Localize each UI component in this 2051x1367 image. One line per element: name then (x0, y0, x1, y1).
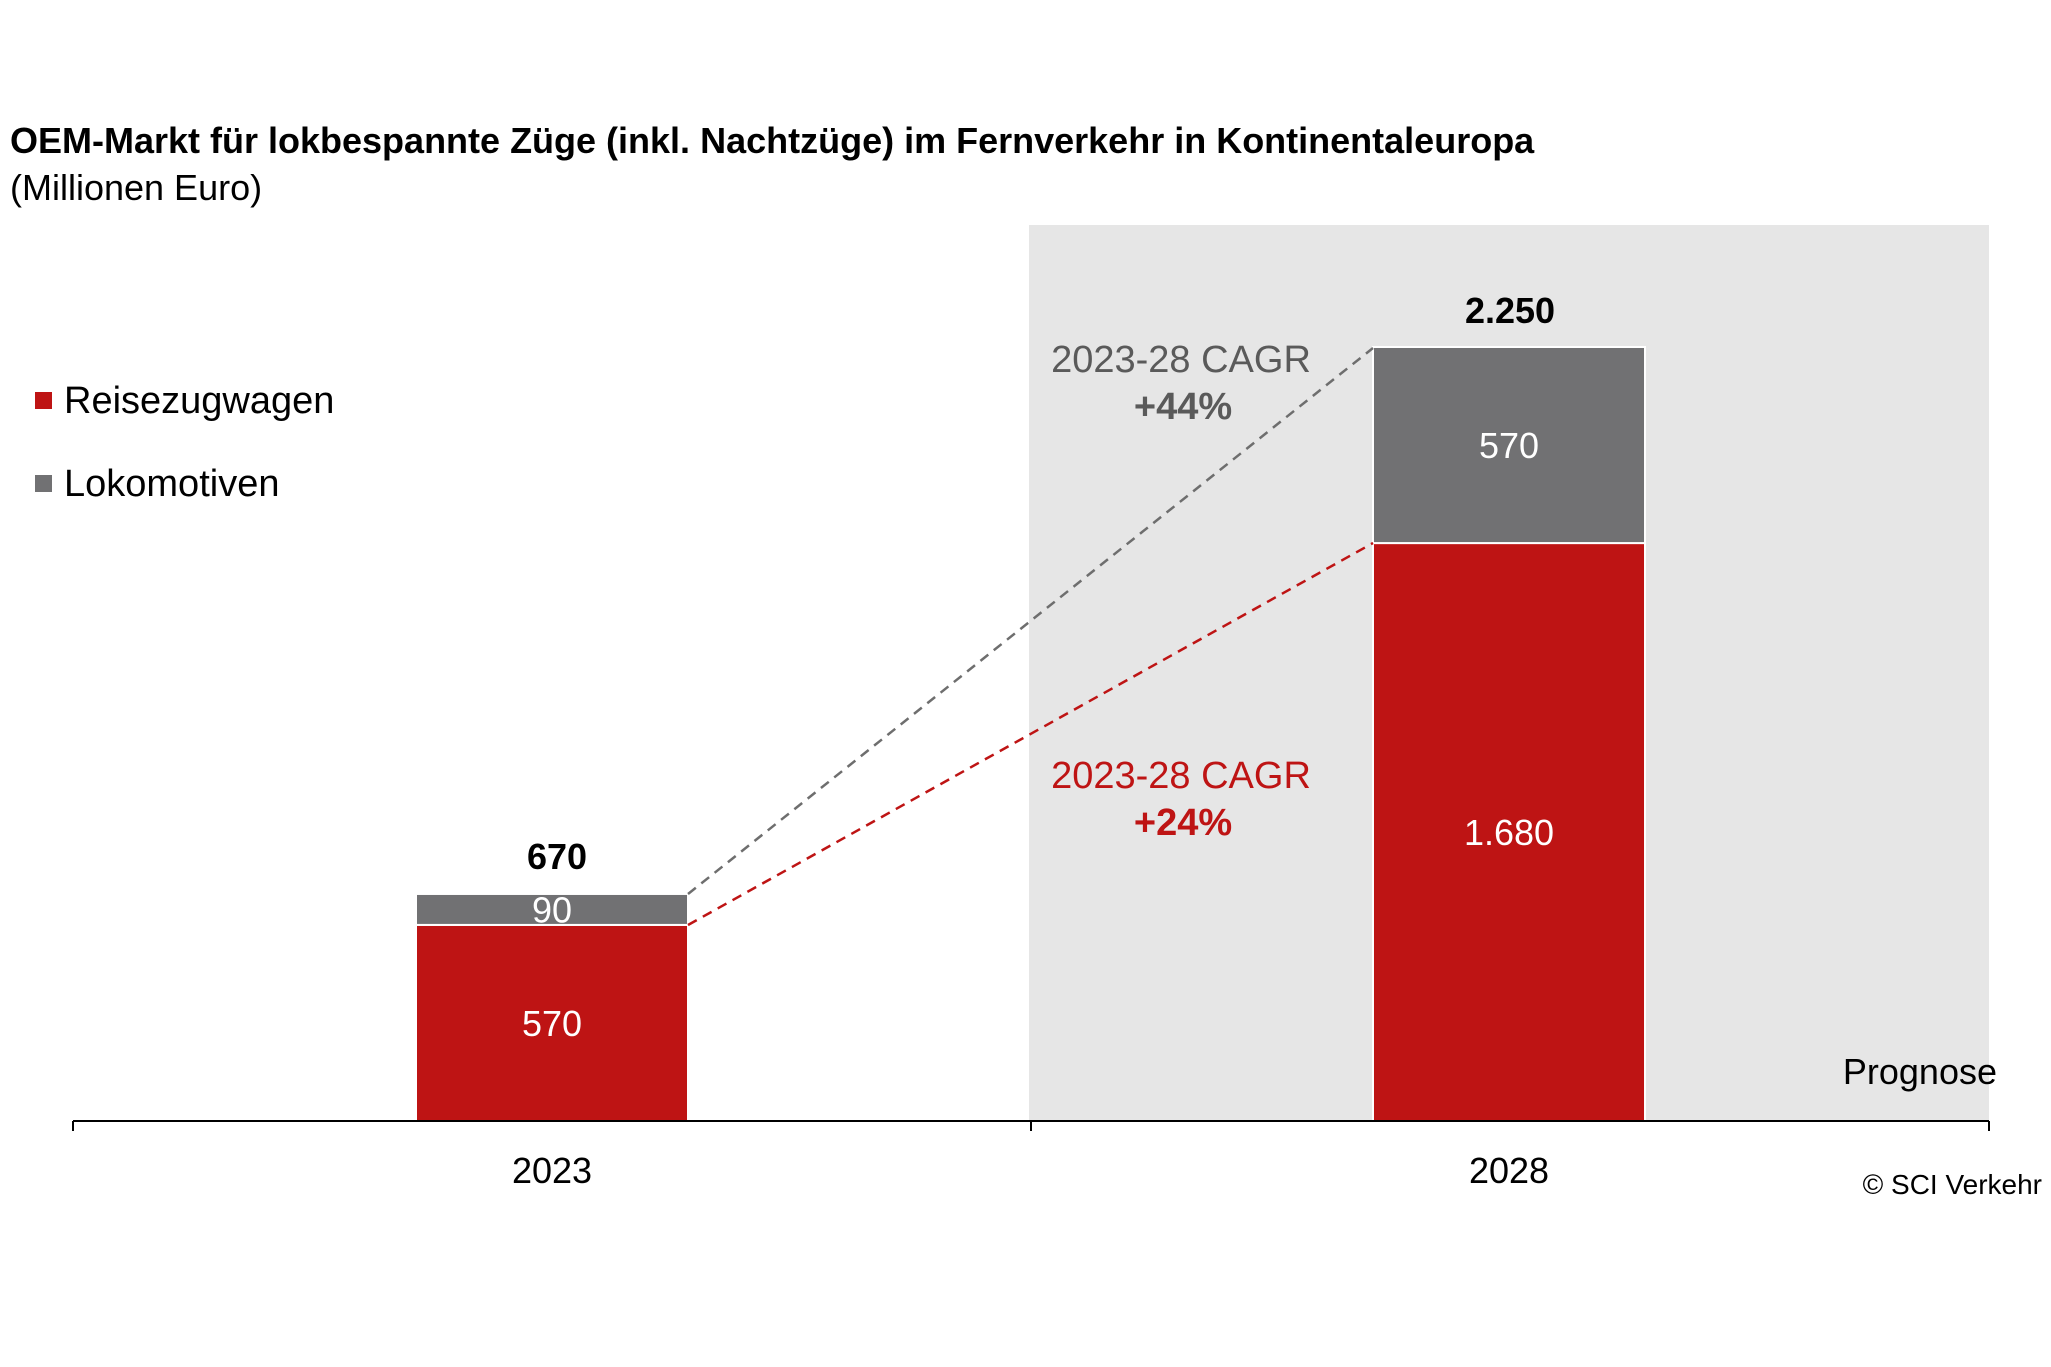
bar-lokomotiven-2028 (1372, 346, 1646, 545)
x-tick-label-2023: 2023 (512, 1150, 592, 1191)
value-label-reisezugwagen-2023: 570 (522, 1003, 582, 1044)
value-label-lokomotiven-2028: 570 (1479, 425, 1539, 466)
legend-label-lokomotiven: Lokomotiven (64, 463, 279, 505)
cagr-label-reisezugwagen: 2023-28 CAGR (1051, 755, 1311, 797)
forecast-label: Prognose (1843, 1051, 1997, 1092)
bar-reisezugwagen-2023 (415, 923, 689, 1122)
bar-reisezugwagen-2028 (1372, 542, 1646, 1122)
chart-subtitle: (Millionen Euro) (10, 167, 262, 208)
value-label-lokomotiven-2023: 90 (532, 889, 572, 930)
source-label: © SCI Verkehr (1863, 1169, 2042, 1200)
cagr-value-lokomotiven: +44% (1134, 386, 1232, 428)
legend-swatch-lokomotiven (35, 475, 52, 492)
cagr-label-lokomotiven: 2023-28 CAGR (1051, 339, 1311, 381)
cagr-value-reisezugwagen: +24% (1134, 802, 1232, 844)
cagr-line-reisezugwagen (687, 541, 1374, 927)
x-tick-label-2028: 2028 (1469, 1150, 1549, 1191)
cagr-line-lokomotiven (687, 347, 1374, 895)
chart-title: OEM-Markt für lokbespannte Züge (inkl. N… (10, 120, 1535, 161)
value-label-reisezugwagen-2028: 1.680 (1464, 812, 1554, 853)
bar-lokomotiven-2023 (415, 892, 689, 926)
total-label-2023: 670 (527, 836, 587, 877)
legend: Reisezugwagen Lokomotiven (35, 380, 334, 505)
legend-label-reisezugwagen: Reisezugwagen (64, 380, 334, 422)
total-label-2028: 2.250 (1465, 290, 1555, 331)
legend-swatch-reisezugwagen (35, 392, 52, 409)
